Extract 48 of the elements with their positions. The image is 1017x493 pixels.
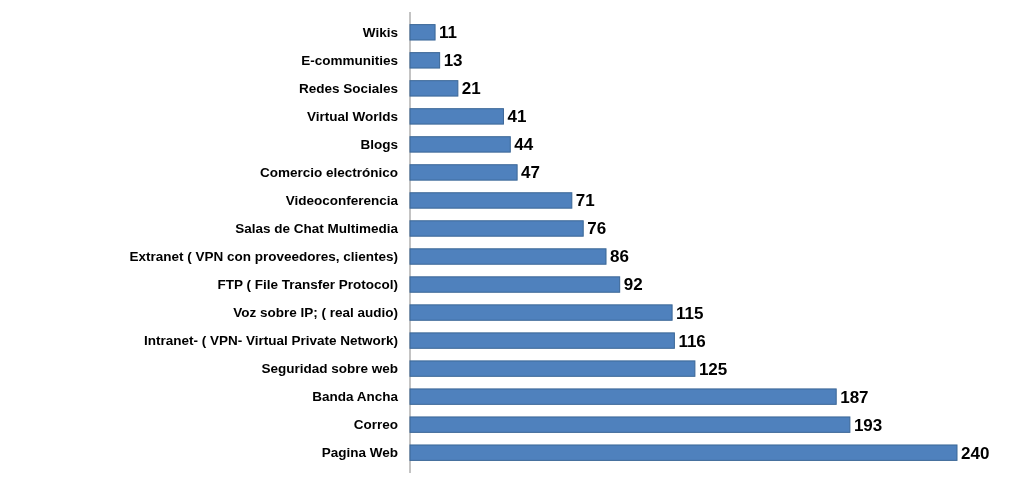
- y-tick-label: Comercio electrónico: [259, 164, 398, 180]
- data-label: 125: [698, 359, 728, 379]
- data-label: 44: [514, 135, 534, 155]
- bar: [409, 80, 459, 97]
- y-tick-label: FTP ( File Transfer Protocol): [217, 276, 398, 292]
- bar: [409, 416, 851, 433]
- bar: [409, 164, 518, 181]
- data-label: 187: [840, 387, 869, 407]
- bar: [409, 332, 675, 349]
- data-label: 21: [461, 79, 481, 99]
- bar: [409, 108, 504, 125]
- bar: [409, 192, 573, 209]
- y-tick-label: Intranet- ( VPN- Virtual Private Network): [143, 332, 398, 348]
- data-label: 86: [610, 247, 629, 267]
- data-label: 11: [439, 23, 458, 43]
- data-label: 116: [678, 331, 706, 351]
- y-tick-label: Salas de Chat Multimedia: [235, 220, 399, 236]
- bar: [409, 52, 441, 69]
- bar: [409, 24, 436, 41]
- data-label: 41: [507, 107, 527, 127]
- y-tick-label: Virtual Worlds: [306, 108, 398, 124]
- bar: [409, 444, 958, 461]
- data-label: 13: [443, 51, 463, 71]
- y-tick-label: Redes Sociales: [298, 80, 398, 96]
- bar: [409, 388, 837, 405]
- y-tick-label: Seguridad sobre web: [261, 360, 398, 376]
- data-label: 115: [676, 303, 704, 323]
- data-label: 193: [853, 415, 883, 435]
- data-label: 92: [623, 275, 643, 295]
- y-tick-label: Blogs: [360, 136, 398, 152]
- y-tick-label: Wikis: [362, 24, 398, 40]
- bar: [409, 248, 607, 265]
- data-label: 76: [587, 219, 607, 239]
- y-tick-label: E-communities: [301, 52, 398, 68]
- y-tick-label: Videoconferencia: [285, 192, 399, 208]
- y-tick-label: Pagina Web: [321, 445, 398, 460]
- bar: [409, 136, 511, 153]
- bar: [409, 360, 696, 377]
- data-label: 47: [521, 163, 541, 183]
- bar: [409, 304, 673, 321]
- y-tick-label: Voz sobre IP; ( real audio): [233, 304, 398, 320]
- y-tick-label: Extranet ( VPN con proveedores, clientes): [129, 248, 398, 264]
- y-tick-label: Banda Ancha: [312, 388, 399, 404]
- bar: [409, 220, 584, 237]
- data-label: 71: [575, 191, 595, 211]
- y-tick-label: Correo: [353, 416, 398, 432]
- bar: [409, 276, 621, 293]
- data-label: 240: [961, 443, 990, 463]
